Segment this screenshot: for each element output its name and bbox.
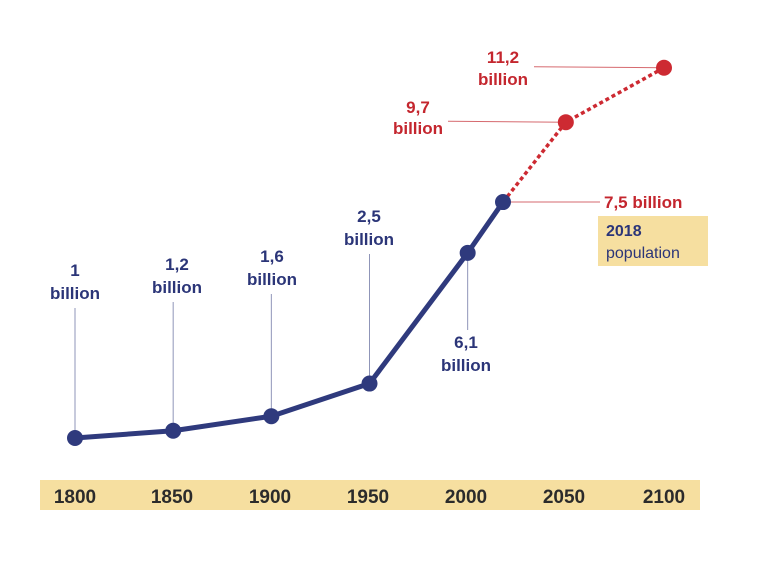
data-point-1900 (263, 408, 280, 425)
data-label-2100-1: billion (478, 70, 528, 89)
data-label-1800-1: billion (50, 284, 100, 303)
data-label-1900-1: billion (247, 270, 297, 289)
series-line-historical (72, 199, 506, 441)
x-axis-band (40, 480, 700, 510)
data-label-1900-0: 1,6 (260, 247, 284, 266)
data-label-2050-1: billion (393, 119, 443, 138)
x-tick-label-2100: 2100 (643, 487, 685, 508)
data-point-2000 (459, 244, 476, 261)
data-label-2050-0: 9,7 (406, 98, 430, 117)
x-tick-label-2000: 2000 (445, 487, 487, 508)
data-labels: 1 billion 1,2 billion 1,6 billion 2,5 billion 6,… (50, 48, 682, 375)
data-label-2018: 7,5 billion (604, 193, 682, 212)
leader-line-2100 (533, 66, 665, 69)
data-label-1850-0: 1,2 (165, 255, 189, 274)
x-tick-label-1950: 1950 (347, 487, 389, 508)
data-point-1950 (361, 375, 378, 392)
data-label-2100-0: 11,2 (487, 48, 519, 67)
data-point-2050 (557, 114, 574, 131)
x-tick-label-2050: 2050 (543, 487, 585, 508)
x-tick-label-1900: 1900 (249, 487, 291, 508)
data-points (67, 59, 672, 446)
leader-line-2050 (447, 120, 566, 123)
data-point-1850 (165, 422, 182, 439)
data-label-1950-1: billion (344, 230, 394, 249)
x-tick-label-1800: 1800 (54, 487, 96, 508)
data-label-2000-1: billion (441, 356, 491, 375)
data-label-1850-1: billion (152, 278, 202, 297)
x-tick-label-1850: 1850 (151, 487, 193, 508)
annotation-year: 2018 (606, 223, 642, 240)
annotation-box (598, 216, 708, 266)
data-label-2000-0: 6,1 (454, 333, 478, 352)
data-label-1950-0: 2,5 (357, 207, 381, 226)
data-point-2018 (495, 194, 512, 211)
leader-lines (74, 66, 665, 438)
data-point-2100 (656, 59, 672, 76)
annotation-text: population (606, 245, 680, 262)
x-axis-ticks: 1800 1850 1900 1950 2000 2050 2100 (54, 487, 685, 508)
data-point-1800 (67, 430, 83, 446)
data-label-1800-0: 1 (70, 261, 79, 280)
